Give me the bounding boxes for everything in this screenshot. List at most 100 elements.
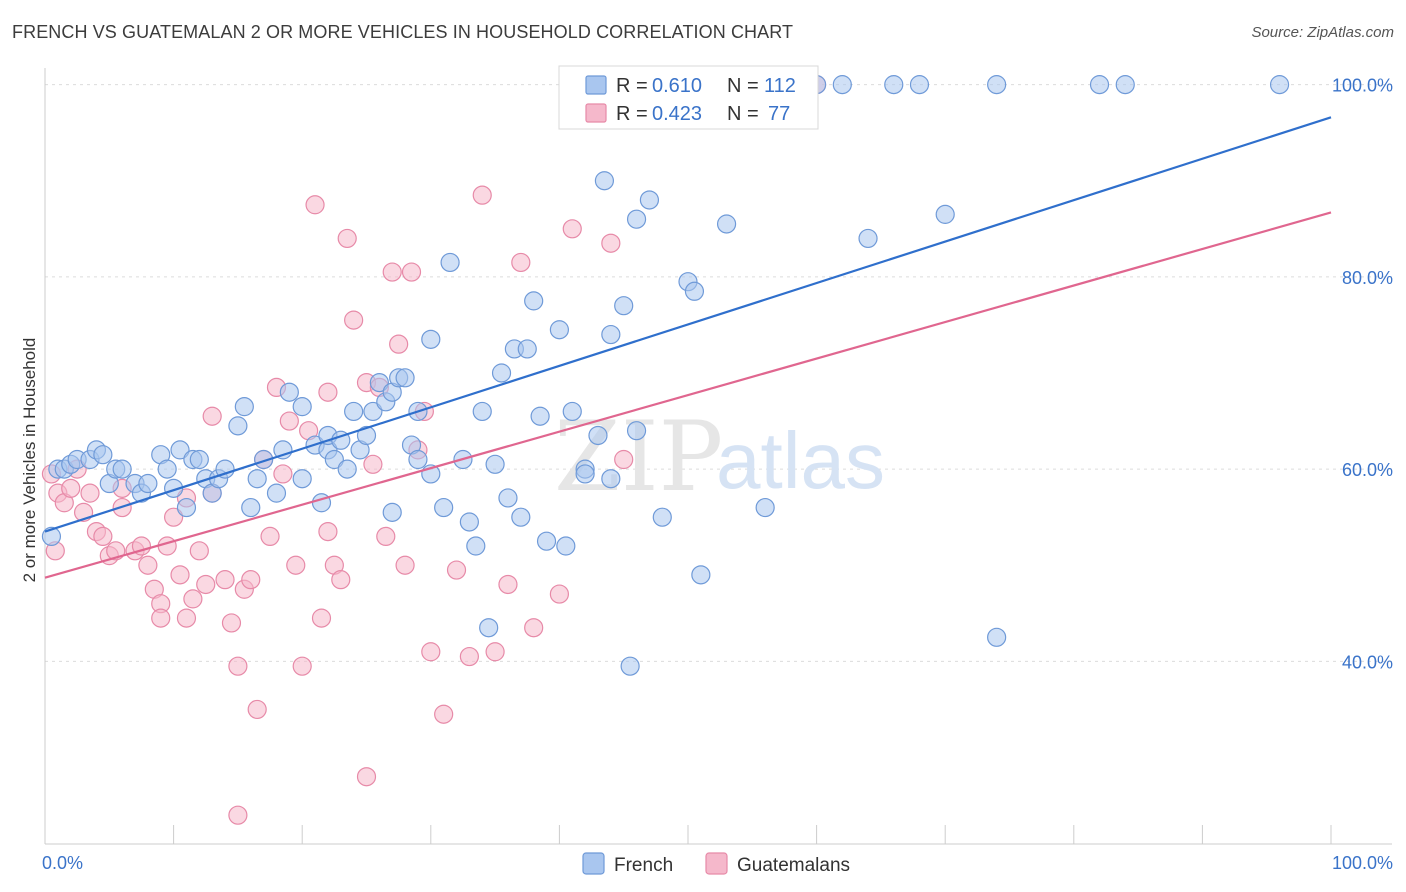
french-point-20 <box>189 449 209 470</box>
guatemalans-point-22 <box>170 565 190 585</box>
french-point-55 <box>421 329 441 349</box>
french-point-84 <box>626 421 647 441</box>
french-point-99 <box>909 75 930 95</box>
y-tick-label: 60.0% <box>1342 460 1393 480</box>
tick-labels: 40.0% 60.0% 80.0% 100.0% 0.0% 100.0% <box>42 76 1393 873</box>
french-point-88 <box>652 507 672 527</box>
french-point-63 <box>479 618 499 638</box>
french-point-10 <box>112 459 132 479</box>
french-point-72 <box>536 531 557 551</box>
y-tick-label: 80.0% <box>1342 268 1393 288</box>
gridlines <box>45 84 1392 662</box>
french-point-29 <box>254 449 274 470</box>
guatemalans-point-7 <box>80 483 100 503</box>
guatemalans-point-70 <box>498 574 518 595</box>
guatemalans-point-57 <box>376 526 396 547</box>
french-point-51 <box>382 502 402 522</box>
french-point-24 <box>215 459 235 479</box>
guatemalans-point-26 <box>189 541 209 561</box>
guatemalans-point-35 <box>241 570 261 590</box>
french-point-100 <box>935 204 955 224</box>
french-point-41 <box>337 459 357 479</box>
guatemalans-point-51 <box>337 228 357 249</box>
chart-title: FRENCH VS GUATEMALAN 2 OR MORE VEHICLES … <box>12 22 794 42</box>
bottom-legend-label-french: French <box>614 855 673 876</box>
french-point-54 <box>408 449 428 470</box>
french-point-45 <box>363 401 383 422</box>
y-tick-label: 40.0% <box>1342 652 1393 672</box>
legend-n-value-guatemalans: 77 <box>768 103 790 125</box>
french-point-83 <box>620 656 640 676</box>
x-tick-label-max: 100.0% <box>1332 853 1393 873</box>
french-point-74 <box>556 536 576 556</box>
legend-n-value-french: 112 <box>764 75 796 97</box>
french-point-73 <box>549 320 570 340</box>
guatemalans-point-19 <box>151 608 171 628</box>
axes <box>44 68 1392 845</box>
guatemalans-point-46 <box>311 608 332 628</box>
french-point-42 <box>344 401 364 422</box>
legend-r-value-french: 0.610 <box>652 75 702 97</box>
french-point-58 <box>440 252 460 273</box>
french-trend-line <box>44 116 1332 533</box>
guatemalans-point-27 <box>196 574 216 595</box>
y-tick-label: 100.0% <box>1332 76 1393 96</box>
french-point-34 <box>292 397 312 417</box>
french-point-78 <box>588 425 608 446</box>
legend-r-label-guatemalans: R = <box>616 103 648 125</box>
guatemalans-point-75 <box>601 233 621 253</box>
french-point-79 <box>594 171 615 191</box>
french-point-86 <box>639 190 660 210</box>
french-point-57 <box>434 497 454 518</box>
legend-n-label-french: N = <box>727 75 759 97</box>
french-point-75 <box>562 401 582 422</box>
legend-n-label-guatemalans: N = <box>727 103 759 125</box>
french-point-39 <box>324 449 344 470</box>
french-point-96 <box>832 75 852 95</box>
french-point-13 <box>138 473 158 494</box>
guatemalans-point-50 <box>331 570 351 590</box>
french-point-105 <box>1269 75 1290 95</box>
watermark-atlas-text: atlas <box>716 416 885 505</box>
legend-swatch-french <box>585 75 607 95</box>
french-point-94 <box>755 497 775 518</box>
legend-r-value-guatemalans: 0.423 <box>652 103 702 125</box>
guatemalans-point-48 <box>318 521 338 542</box>
guatemalans-point-59 <box>389 334 409 354</box>
guatemalans-point-29 <box>202 406 222 426</box>
trend-lines <box>44 116 1332 579</box>
french-point-68 <box>511 507 531 527</box>
guatemalans-trend-line <box>44 211 1332 579</box>
french-point-32 <box>279 382 299 402</box>
x-tick-label-min: 0.0% <box>42 853 83 873</box>
french-point-60 <box>459 512 479 532</box>
french-point-97 <box>858 228 878 249</box>
bottom-legend-swatch-french <box>582 852 605 875</box>
french-point-65 <box>491 363 512 383</box>
french-point-81 <box>601 469 621 489</box>
guatemalans-point-55 <box>363 454 383 474</box>
guatemalans-point-45 <box>305 195 325 215</box>
guatemalans-point-66 <box>446 560 467 580</box>
french-point-33 <box>292 469 312 489</box>
guatemalans-point-36 <box>247 699 267 720</box>
guatemalans-point-32 <box>228 656 248 676</box>
french-point-61 <box>466 536 486 556</box>
guatemalans-point-58 <box>382 262 402 282</box>
guatemalans-point-47 <box>318 382 338 402</box>
french-point-103 <box>1089 75 1110 95</box>
guatemalans-point-9 <box>93 526 113 547</box>
french-point-90 <box>684 281 705 301</box>
french-point-91 <box>691 565 711 585</box>
french-point-7 <box>93 445 113 465</box>
watermark-zip-text: ZIP <box>554 401 723 513</box>
french-point-102 <box>987 627 1007 647</box>
guatemalans-point-24 <box>176 608 197 628</box>
french-point-62 <box>472 401 492 422</box>
french-point-85 <box>626 209 647 229</box>
watermark: ZIP atlas <box>554 401 885 513</box>
guatemalans-point-33 <box>228 805 248 825</box>
legend-r-label-french: R = <box>616 75 648 97</box>
french-point-98 <box>884 75 904 95</box>
